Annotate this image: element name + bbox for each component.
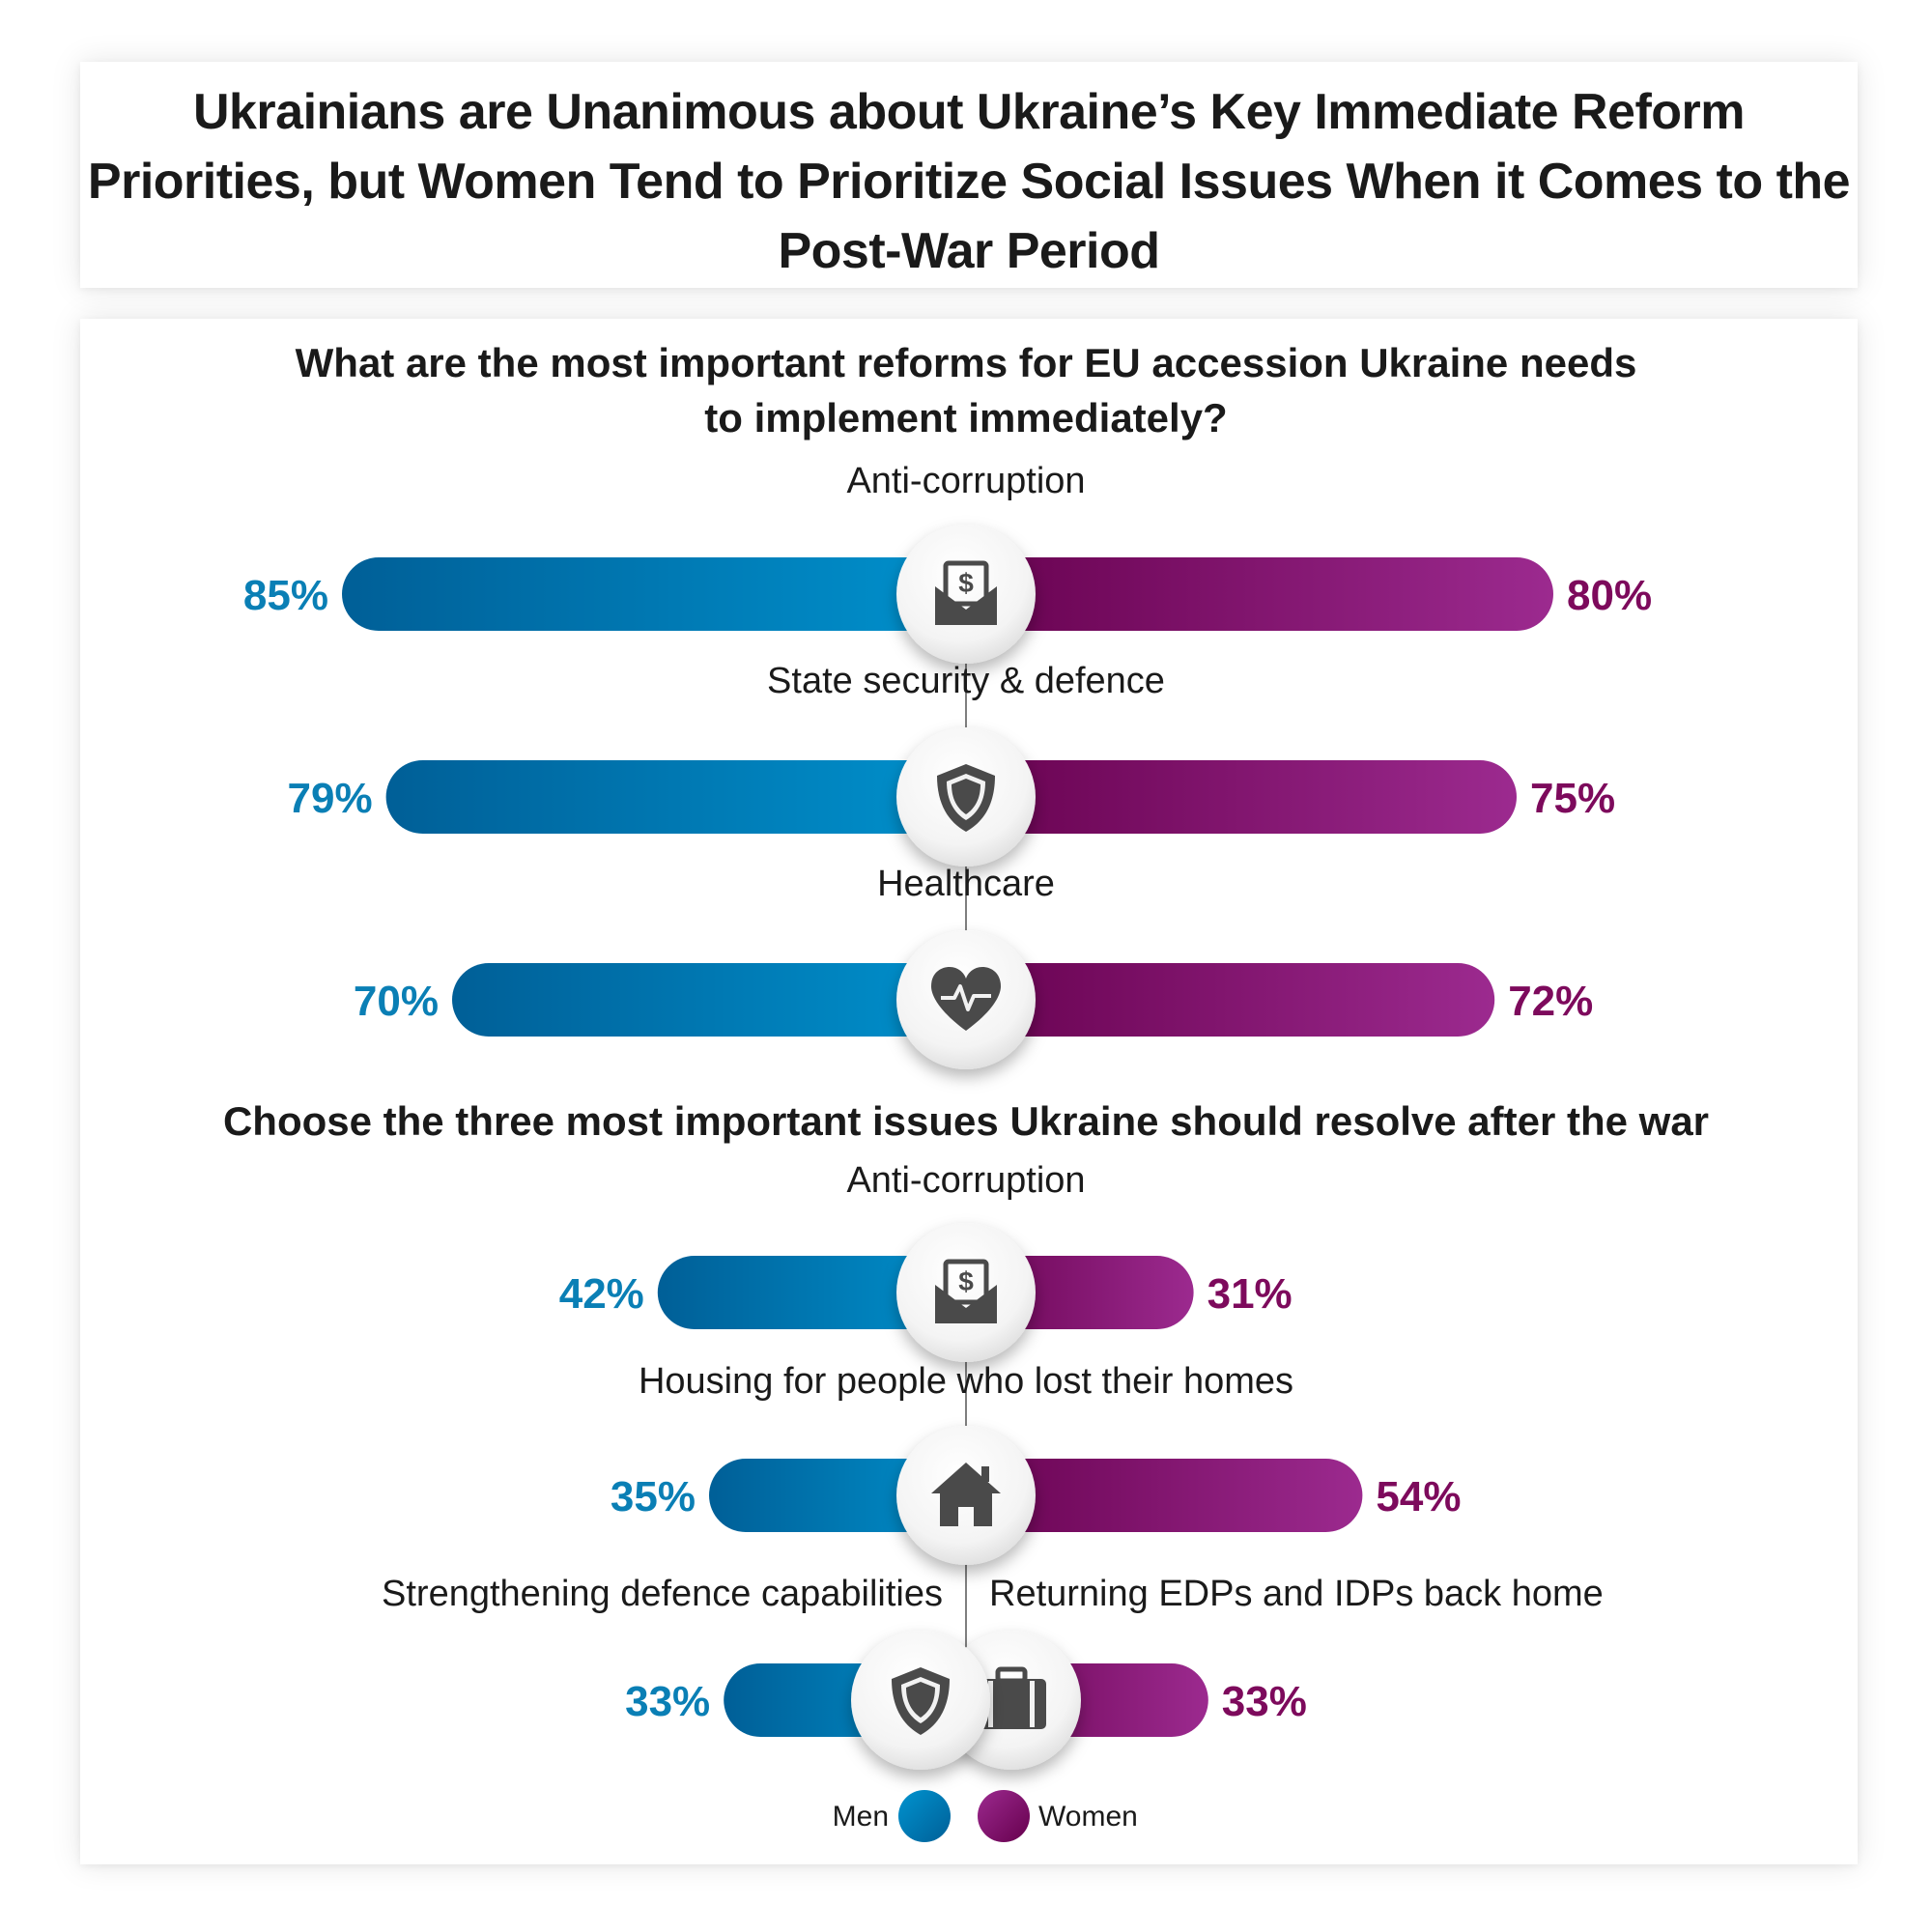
- section-title: What are the most important reforms for …: [296, 340, 1637, 385]
- bar-men: [452, 963, 985, 1037]
- value-label-women: 33%: [1222, 1678, 1307, 1725]
- category-label: Strengthening defence capabilities: [382, 1574, 943, 1614]
- category-label: Anti-corruption: [846, 461, 1085, 501]
- bar-women: [947, 1459, 1363, 1532]
- bar-men: [342, 557, 985, 631]
- title-line-3: Post-War Period: [778, 223, 1160, 279]
- value-label-women: 54%: [1376, 1473, 1461, 1520]
- chart-row: 33% 33% Strengthening defence capabilities…: [382, 1574, 1604, 1770]
- chart-row: 42% 31% Anti-corruption $: [559, 1160, 1293, 1362]
- money-envelope-icon: $: [935, 1259, 997, 1323]
- svg-text:$: $: [958, 1266, 974, 1296]
- chart-row: 79% 75% State security & defence: [288, 661, 1615, 867]
- shield-icon: [937, 764, 995, 832]
- value-label-men: 70%: [354, 978, 439, 1025]
- category-label: Anti-corruption: [846, 1160, 1085, 1201]
- bar-women: [947, 760, 1517, 834]
- value-label-men: 35%: [611, 1473, 696, 1520]
- category-label: Healthcare: [877, 864, 1055, 904]
- title-line-1: Ukrainians are Unanimous about Ukraine’s…: [192, 84, 1746, 140]
- page-title: Ukrainians are Unanimous about Ukraine’s…: [80, 77, 1858, 286]
- chart-row: 70% 72% Healthcare: [354, 864, 1593, 1069]
- value-label-men: 85%: [243, 572, 328, 619]
- value-label-women: 75%: [1530, 775, 1615, 822]
- icon-circle: [896, 1223, 1036, 1362]
- section-title: Choose the three most important issues U…: [223, 1098, 1709, 1144]
- legend: Men Women: [833, 1790, 1138, 1842]
- legend-men-swatch: [898, 1790, 951, 1842]
- house-icon: [931, 1463, 1001, 1526]
- section-title: to implement immediately?: [704, 395, 1227, 440]
- value-label-men: 79%: [288, 775, 373, 822]
- bar-men: [385, 760, 986, 834]
- money-envelope-icon: $: [935, 560, 997, 625]
- heart-pulse-icon: [931, 967, 1001, 1031]
- legend-women-swatch: [978, 1790, 1030, 1842]
- legend-women-label: Women: [1038, 1801, 1138, 1833]
- shield-icon: [892, 1667, 950, 1735]
- legend-men-label: Men: [833, 1801, 889, 1833]
- value-label-men: 33%: [625, 1678, 710, 1725]
- chart-row: 85% 80% Anti-corruption $: [243, 461, 1652, 664]
- svg-text:$: $: [958, 568, 974, 598]
- icon-circle: [896, 525, 1036, 664]
- value-label-women: 72%: [1508, 978, 1593, 1025]
- value-label-men: 42%: [559, 1270, 644, 1318]
- category-label: Returning EDPs and IDPs back home: [989, 1574, 1604, 1614]
- value-label-women: 31%: [1208, 1270, 1293, 1318]
- title-card: [80, 62, 1858, 288]
- category-label: Housing for people who lost their homes: [639, 1361, 1293, 1402]
- chart-row: 35% 54% Housing for people who lost their …: [611, 1361, 1461, 1565]
- category-label: State security & defence: [767, 661, 1165, 701]
- value-label-women: 80%: [1567, 572, 1652, 619]
- bar-women: [947, 963, 1495, 1037]
- bar-women: [947, 557, 1553, 631]
- suitcase-icon: [977, 1666, 1046, 1729]
- title-line-2: Priorities, but Women Tend to Prioritize…: [87, 154, 1851, 210]
